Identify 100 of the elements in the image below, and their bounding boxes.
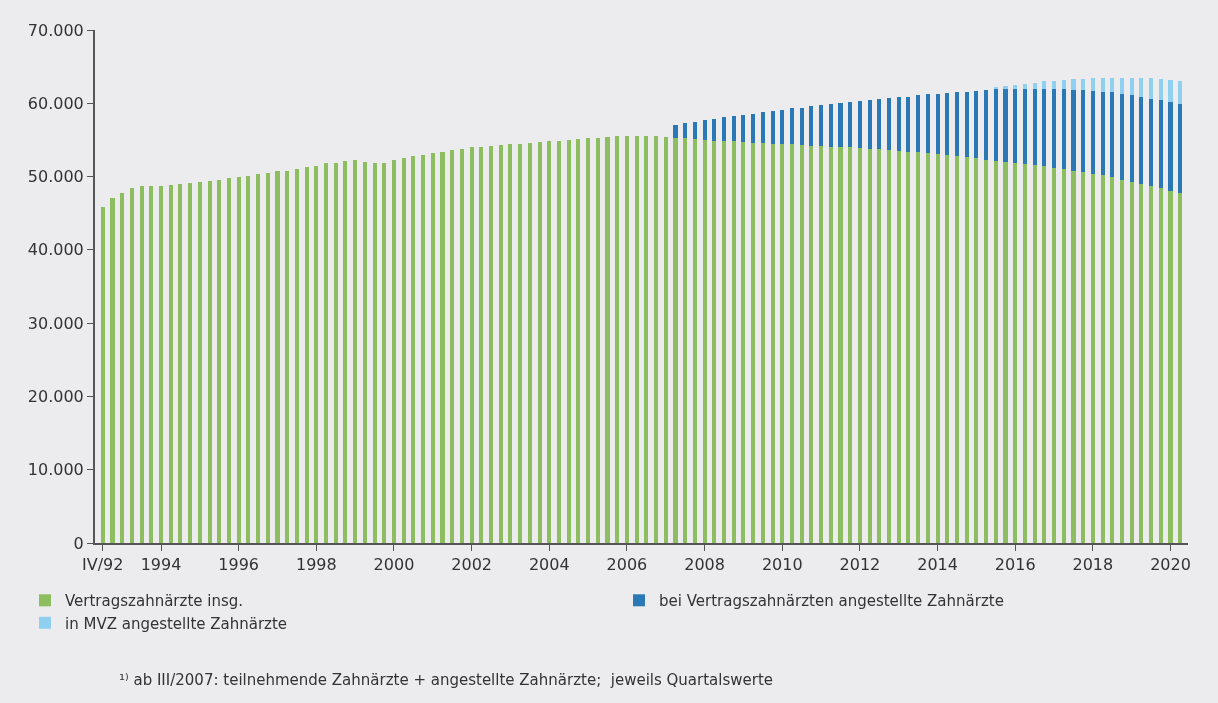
bar <box>333 162 338 543</box>
x-tick-label: 1996 <box>218 555 260 575</box>
bar <box>974 158 979 543</box>
bar <box>605 137 610 543</box>
bar <box>906 96 911 152</box>
bar <box>916 95 921 153</box>
bar <box>168 185 173 543</box>
bar <box>712 118 717 141</box>
bar <box>828 104 833 147</box>
bar <box>760 142 765 543</box>
bar <box>974 90 979 159</box>
bar <box>149 186 154 543</box>
y-tick-label: 0 <box>73 533 84 553</box>
bar <box>1158 79 1163 101</box>
bar <box>935 93 940 154</box>
x-tick-label: 2016 <box>994 555 1036 575</box>
y-tick-label: 60.000 <box>27 93 84 113</box>
bar <box>1178 81 1183 105</box>
bar <box>537 142 542 543</box>
bar <box>964 156 969 543</box>
bar <box>556 140 562 543</box>
bar <box>469 147 474 543</box>
bar <box>1168 79 1173 102</box>
bar <box>343 161 348 543</box>
x-tick-label: 1994 <box>140 555 182 575</box>
x-tick-label: 2014 <box>917 555 958 575</box>
bar <box>1013 88 1018 164</box>
bar <box>285 170 290 543</box>
y-tick-label: 30.000 <box>27 313 84 333</box>
bar <box>314 165 319 543</box>
bar <box>857 147 862 543</box>
bar <box>236 176 241 543</box>
bar <box>799 107 804 146</box>
bar <box>1090 90 1095 174</box>
bar <box>984 90 989 160</box>
bar <box>1081 90 1086 173</box>
bar <box>828 146 833 543</box>
bar <box>984 159 989 543</box>
bar <box>770 110 775 144</box>
bar <box>1061 89 1066 170</box>
bar <box>1119 179 1125 543</box>
bar <box>877 149 882 543</box>
bar <box>1149 98 1154 187</box>
x-tick-label: 2008 <box>684 555 725 575</box>
bar <box>809 145 814 543</box>
bar <box>1071 170 1076 543</box>
bar <box>896 150 901 543</box>
bar <box>789 108 794 145</box>
bar <box>1013 163 1018 543</box>
bar <box>479 146 484 543</box>
bar <box>197 181 202 543</box>
bar <box>896 97 901 151</box>
bar <box>886 98 892 151</box>
bar <box>780 109 785 145</box>
x-tick-label: 2020 <box>1150 555 1191 575</box>
bar <box>741 115 746 143</box>
bar <box>547 141 552 543</box>
bar <box>489 145 494 543</box>
bar <box>1032 164 1037 543</box>
bar <box>692 139 697 543</box>
bar <box>207 180 212 543</box>
bar <box>256 174 261 543</box>
x-tick-label: 1998 <box>295 555 337 575</box>
bar <box>1110 77 1115 93</box>
bar <box>1003 85 1008 89</box>
bar <box>1071 90 1076 171</box>
bar <box>100 207 105 543</box>
bar <box>304 167 309 543</box>
bar <box>683 123 688 139</box>
bar <box>721 117 727 141</box>
bar <box>663 137 668 543</box>
bar <box>925 94 930 154</box>
bar <box>1061 79 1066 90</box>
bar <box>527 142 532 543</box>
bar <box>799 145 804 543</box>
bar <box>1100 78 1105 92</box>
bar <box>246 175 251 543</box>
bar <box>129 187 134 543</box>
bar <box>751 142 756 543</box>
bar <box>838 147 843 543</box>
bar <box>188 183 193 543</box>
bar <box>945 93 950 155</box>
bar <box>721 140 727 543</box>
bar <box>848 147 853 543</box>
bar <box>391 160 397 543</box>
bar <box>362 161 367 543</box>
bar <box>265 172 270 543</box>
bar <box>1090 173 1095 543</box>
bar <box>1129 181 1134 543</box>
bar <box>1061 169 1066 543</box>
bar <box>673 124 678 138</box>
bar <box>819 105 824 146</box>
bar <box>1110 92 1115 178</box>
bar <box>508 144 513 543</box>
bar <box>954 156 960 543</box>
bar <box>139 186 144 543</box>
bar <box>1119 77 1125 94</box>
bar <box>954 92 960 157</box>
bar <box>741 142 746 543</box>
bar <box>566 139 571 543</box>
